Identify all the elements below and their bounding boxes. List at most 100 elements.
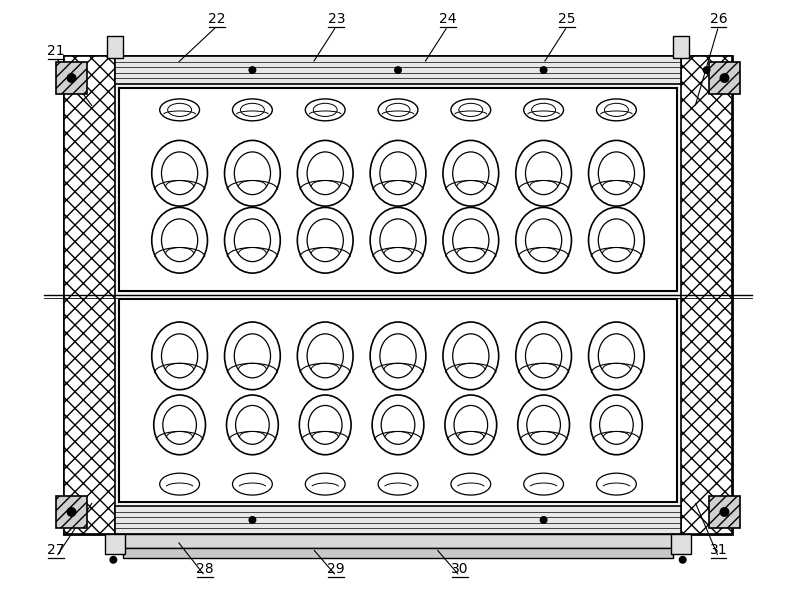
Ellipse shape [443, 322, 498, 390]
Ellipse shape [459, 103, 482, 116]
Circle shape [66, 507, 77, 517]
Ellipse shape [598, 152, 634, 195]
Text: 28: 28 [196, 562, 214, 576]
Ellipse shape [234, 152, 270, 195]
Ellipse shape [378, 99, 418, 121]
Ellipse shape [453, 334, 489, 378]
Text: 31: 31 [710, 543, 727, 557]
Text: 21: 21 [47, 43, 65, 58]
Ellipse shape [386, 103, 410, 116]
Ellipse shape [308, 406, 342, 444]
Ellipse shape [370, 322, 426, 390]
Ellipse shape [162, 219, 198, 261]
Ellipse shape [524, 473, 563, 495]
Ellipse shape [381, 406, 415, 444]
Ellipse shape [370, 140, 426, 206]
Ellipse shape [168, 103, 191, 116]
Circle shape [540, 66, 547, 74]
Ellipse shape [314, 103, 337, 116]
Ellipse shape [233, 99, 272, 121]
Ellipse shape [306, 473, 345, 495]
Circle shape [719, 73, 730, 83]
Bar [123, 548, 673, 558]
Ellipse shape [307, 334, 343, 378]
Ellipse shape [524, 99, 563, 121]
Ellipse shape [453, 219, 489, 261]
Ellipse shape [598, 219, 634, 261]
Ellipse shape [589, 207, 644, 273]
Circle shape [249, 516, 256, 524]
Text: 24: 24 [439, 12, 457, 26]
Ellipse shape [372, 395, 424, 455]
Ellipse shape [234, 219, 270, 261]
Bar [63, 56, 115, 534]
Ellipse shape [225, 207, 280, 273]
Ellipse shape [589, 140, 644, 206]
Text: 30: 30 [451, 562, 469, 576]
Bar [56, 496, 87, 528]
Bar [106, 534, 126, 554]
Ellipse shape [380, 334, 416, 378]
Text: 23: 23 [327, 12, 345, 26]
Ellipse shape [590, 395, 642, 455]
Ellipse shape [380, 152, 416, 195]
Bar [709, 62, 741, 94]
Ellipse shape [162, 152, 198, 195]
Ellipse shape [306, 99, 345, 121]
Circle shape [719, 507, 730, 517]
Ellipse shape [160, 473, 199, 495]
Ellipse shape [516, 322, 571, 390]
Ellipse shape [298, 207, 353, 273]
Circle shape [540, 516, 547, 524]
Circle shape [678, 556, 686, 564]
Ellipse shape [451, 473, 490, 495]
Ellipse shape [598, 334, 634, 378]
Ellipse shape [454, 406, 488, 444]
Ellipse shape [516, 140, 571, 206]
Ellipse shape [589, 322, 644, 390]
Ellipse shape [518, 395, 570, 455]
Bar [119, 88, 677, 291]
Ellipse shape [526, 152, 562, 195]
Ellipse shape [307, 219, 343, 261]
Ellipse shape [597, 473, 636, 495]
Ellipse shape [162, 334, 198, 378]
Ellipse shape [597, 99, 636, 121]
Ellipse shape [152, 207, 207, 273]
Ellipse shape [378, 473, 418, 495]
Ellipse shape [443, 207, 498, 273]
Ellipse shape [516, 207, 571, 273]
Bar [709, 496, 741, 528]
Ellipse shape [526, 406, 561, 444]
Ellipse shape [234, 334, 270, 378]
Bar [115, 534, 681, 548]
Text: 26: 26 [710, 12, 727, 26]
Text: 22: 22 [208, 12, 226, 26]
Ellipse shape [370, 207, 426, 273]
Ellipse shape [233, 473, 272, 495]
Bar [63, 56, 733, 534]
Bar [119, 299, 677, 502]
Ellipse shape [160, 99, 199, 121]
Text: 27: 27 [47, 543, 65, 557]
Ellipse shape [453, 152, 489, 195]
Circle shape [66, 73, 77, 83]
Text: 29: 29 [327, 562, 345, 576]
Ellipse shape [235, 406, 270, 444]
Bar [681, 56, 733, 534]
Ellipse shape [599, 406, 634, 444]
Ellipse shape [225, 322, 280, 390]
Ellipse shape [152, 140, 207, 206]
Ellipse shape [298, 140, 353, 206]
Ellipse shape [605, 103, 628, 116]
Bar [56, 62, 87, 94]
Bar [115, 506, 681, 534]
Bar [670, 534, 690, 554]
Ellipse shape [526, 219, 562, 261]
Ellipse shape [225, 140, 280, 206]
Ellipse shape [380, 219, 416, 261]
Ellipse shape [307, 152, 343, 195]
Text: 25: 25 [558, 12, 576, 26]
Circle shape [702, 66, 710, 74]
Ellipse shape [298, 322, 353, 390]
